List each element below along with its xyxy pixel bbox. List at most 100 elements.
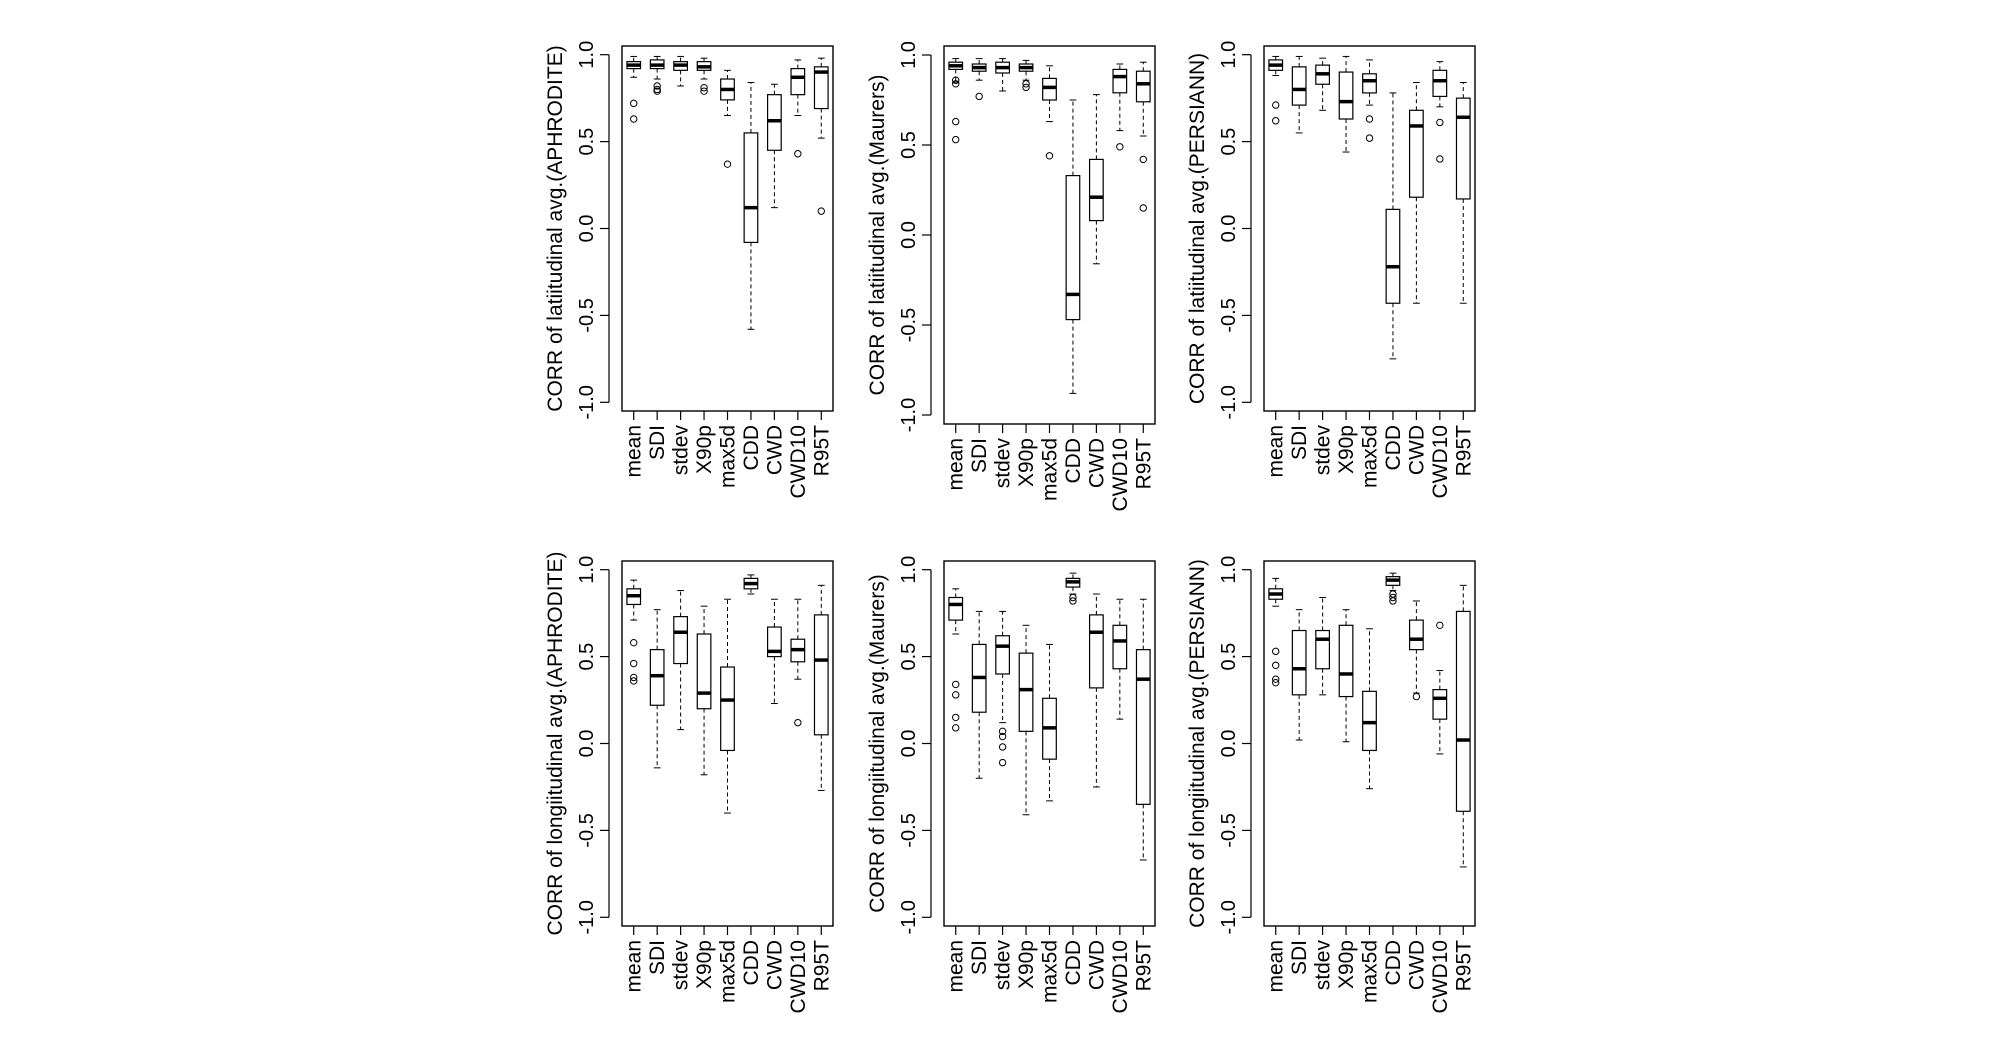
- outlier-point: [1365, 115, 1374, 123]
- box-mean: [1268, 55, 1284, 125]
- box-CWD: [766, 83, 782, 209]
- x-tick-label: X90p: [1335, 425, 1358, 474]
- x-tick-label: stdev: [992, 940, 1015, 991]
- box-body: [948, 596, 964, 621]
- box-body: [1088, 614, 1104, 689]
- chart-panel: -1.0 -0.5 0.0 0.5 1.0 CORR of latiitudinal av…: [1186, 41, 1476, 499]
- box-mean: [1268, 577, 1284, 687]
- outlier-point: [1116, 143, 1124, 151]
- box-SDI: [649, 55, 665, 95]
- box-body: [1135, 70, 1151, 103]
- box-X90p: [696, 57, 712, 95]
- outlier-point: [998, 732, 1007, 741]
- box-body: [1112, 68, 1128, 94]
- y-tick-label: -1.0: [576, 385, 598, 419]
- box-body: [1065, 175, 1081, 321]
- chart-panel: -1.0 -0.5 0.0 0.5 1.0 CORR of longiitudinal a…: [866, 556, 1156, 1014]
- outlier-point: [1365, 134, 1374, 142]
- chart-panel: -1.0 -0.5 0.0 0.5 1.0 CORR of latiitudinal av…: [544, 41, 834, 499]
- y-axis-label: CORR of longiitudinal avg.(Maurers): [866, 574, 889, 912]
- outlier-point: [630, 115, 638, 123]
- outlier-point: [952, 680, 960, 689]
- box-SDI: [971, 58, 987, 101]
- x-tick-label: CWD10: [1109, 940, 1132, 1014]
- x-tick-label: R95T: [810, 940, 833, 992]
- box-body: [696, 633, 712, 710]
- x-tick-label: stdev: [1312, 940, 1335, 991]
- outlier-point: [952, 80, 960, 88]
- y-tick-label: 0.0: [576, 730, 598, 758]
- box-body: [1432, 69, 1448, 98]
- outlier-point: [700, 87, 708, 95]
- box-body: [766, 626, 782, 658]
- x-tick-label: CDD: [740, 940, 763, 986]
- outlier-point: [952, 135, 960, 144]
- box-body: [1291, 629, 1307, 696]
- box-R95T: [813, 57, 829, 215]
- y-tick-label: 0.0: [1218, 730, 1240, 758]
- y-tick-label: -1.0: [576, 900, 598, 934]
- y-tick-label: 0.0: [898, 730, 920, 758]
- x-tick-label: CWD: [1085, 438, 1108, 488]
- y-tick-label: 0.5: [1218, 643, 1240, 671]
- y-axis-label: CORR of latiitudinal avg.(APHRODITE): [544, 45, 567, 411]
- box-CDD: [1385, 92, 1401, 360]
- outlier-point: [1139, 204, 1147, 212]
- x-tick-label: CWD: [1405, 940, 1428, 990]
- x-tick-label: X90p: [693, 425, 716, 474]
- outlier-point: [817, 207, 825, 215]
- x-tick-label: X90p: [1015, 438, 1038, 487]
- y-tick-label: 1.0: [576, 41, 598, 69]
- box-CWD: [766, 598, 782, 705]
- x-tick-label: R95T: [1132, 940, 1155, 992]
- y-axis-label: CORR of longiitudinal avg.(PERSIANN): [1186, 559, 1209, 928]
- outlier-point: [1436, 621, 1444, 630]
- x-tick-label: CDD: [740, 425, 763, 471]
- box-body: [995, 635, 1011, 675]
- box-max5d: [1042, 65, 1057, 160]
- box-body: [1135, 649, 1151, 805]
- outlier-point: [952, 76, 960, 84]
- outlier-point: [630, 99, 638, 108]
- x-tick-label: CWD: [763, 940, 786, 990]
- y-tick-label: -1.0: [1218, 900, 1240, 934]
- x-tick-label: SDI: [646, 425, 669, 460]
- y-tick-label: -0.5: [1218, 298, 1240, 332]
- x-tick-label: mean: [945, 438, 968, 491]
- outlier-point: [700, 84, 708, 92]
- outlier-point: [1272, 675, 1280, 683]
- box-max5d: [1362, 59, 1377, 142]
- x-tick-label: R95T: [810, 425, 833, 477]
- box-body: [1112, 624, 1128, 670]
- x-tick-label: X90p: [1015, 940, 1038, 989]
- box-stdev: [673, 55, 689, 87]
- outlier-point: [630, 677, 638, 685]
- box-max5d: [720, 69, 735, 168]
- x-tick-label: R95T: [1452, 425, 1475, 477]
- outlier-point: [952, 724, 960, 732]
- outlier-point: [630, 673, 638, 682]
- x-tick-label: max5d: [1039, 940, 1062, 1003]
- y-axis-label: CORR of latiitudinal avg.(Maurers): [866, 75, 889, 396]
- box-CDD: [743, 574, 759, 595]
- chart-panel: -1.0 -0.5 0.0 0.5 1.0 CORR of longiitudinal a…: [1186, 556, 1476, 1014]
- x-tick-label: stdev: [992, 438, 1015, 489]
- box-stdev: [995, 610, 1011, 767]
- outlier-point: [952, 713, 960, 722]
- box-CWD10: [1112, 598, 1128, 720]
- y-tick-label: -0.5: [898, 308, 920, 342]
- outlier-point: [1022, 80, 1030, 88]
- box-body: [813, 614, 829, 736]
- x-tick-label: mean: [1265, 425, 1288, 478]
- box-body: [1408, 619, 1424, 651]
- x-tick-label: CWD: [1405, 425, 1428, 475]
- box-body: [673, 616, 689, 665]
- x-tick-label: stdev: [670, 940, 693, 991]
- x-tick-label: X90p: [1335, 940, 1358, 989]
- x-tick-label: stdev: [670, 425, 693, 476]
- y-tick-label: 0.0: [898, 221, 920, 249]
- x-tick-label: CWD: [1085, 940, 1108, 990]
- outlier-point: [952, 117, 960, 126]
- x-tick-label: CWD10: [1109, 438, 1132, 512]
- box-body: [1018, 652, 1034, 732]
